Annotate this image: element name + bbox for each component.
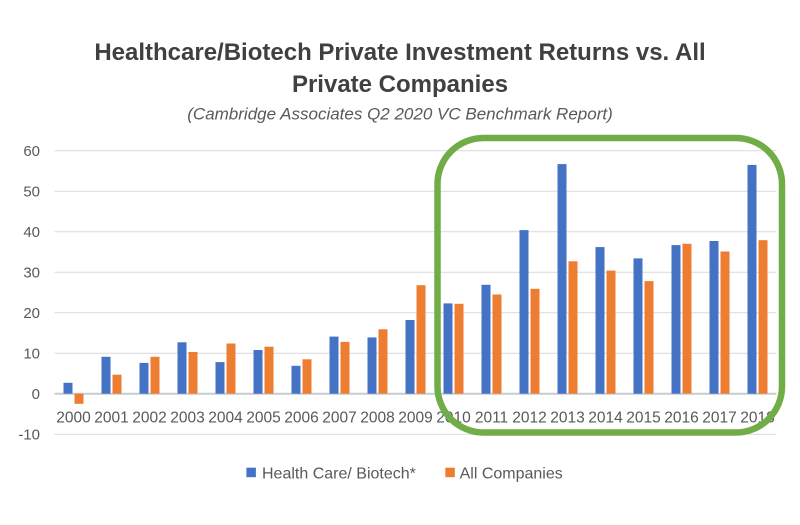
svg-text:2005: 2005: [246, 410, 280, 427]
svg-text:Private Companies: Private Companies: [292, 71, 508, 98]
svg-text:0: 0: [32, 386, 40, 403]
svg-text:2003: 2003: [170, 410, 204, 427]
svg-text:2017: 2017: [702, 410, 736, 427]
svg-text:Healthcare/Biotech Private Inv: Healthcare/Biotech Private Investment Re…: [94, 39, 705, 66]
svg-text:-10: -10: [18, 427, 40, 444]
svg-text:2004: 2004: [208, 410, 243, 427]
svg-text:10: 10: [23, 346, 40, 363]
svg-text:2000: 2000: [56, 410, 91, 427]
svg-text:2008: 2008: [360, 410, 394, 427]
svg-text:2006: 2006: [284, 410, 318, 427]
svg-text:2009: 2009: [398, 410, 432, 427]
svg-text:2013: 2013: [550, 410, 584, 427]
svg-text:2007: 2007: [322, 410, 356, 427]
svg-text:2015: 2015: [626, 410, 660, 427]
svg-text:2002: 2002: [132, 410, 166, 427]
svg-text:2012: 2012: [512, 410, 546, 427]
svg-text:2011: 2011: [475, 410, 508, 427]
svg-text:(Cambridge Associates Q2 2020: (Cambridge Associates Q2 2020 VC Benchma…: [187, 104, 613, 123]
svg-text:All Companies: All Companies: [460, 466, 563, 483]
svg-text:50: 50: [23, 184, 40, 201]
svg-text:2014: 2014: [588, 410, 623, 427]
svg-text:Health Care/ Biotech*: Health Care/ Biotech*: [262, 466, 416, 483]
svg-text:2016: 2016: [664, 410, 698, 427]
svg-text:2001: 2001: [94, 410, 128, 427]
svg-text:20: 20: [23, 305, 40, 322]
svg-text:30: 30: [23, 265, 40, 282]
svg-text:40: 40: [23, 224, 40, 241]
svg-text:60: 60: [23, 143, 40, 160]
